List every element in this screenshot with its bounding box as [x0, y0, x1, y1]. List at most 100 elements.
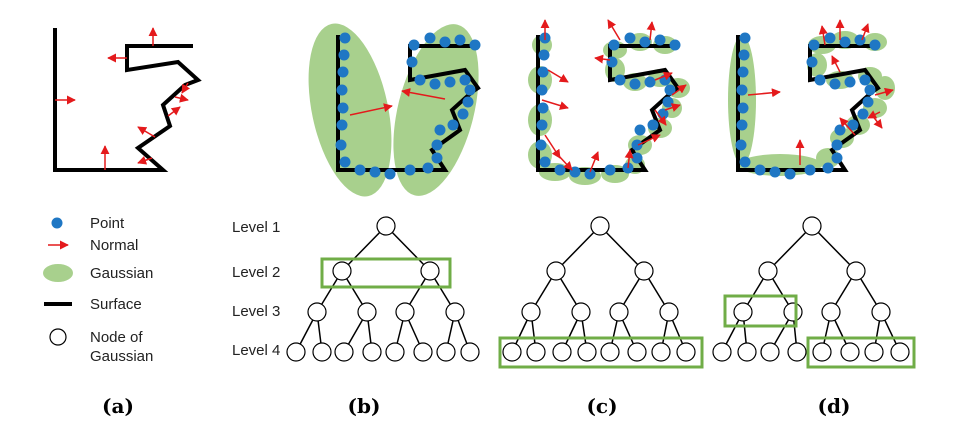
normal-arrows	[55, 27, 191, 170]
point	[464, 84, 476, 96]
tree-node	[577, 342, 597, 362]
surface-line	[536, 35, 681, 172]
point	[804, 164, 816, 176]
tree-node	[334, 342, 354, 362]
normal-arrow	[637, 134, 661, 146]
normal-arrow	[664, 103, 681, 112]
tree-node	[627, 342, 647, 362]
point	[647, 119, 659, 131]
point	[537, 66, 549, 78]
normal-arrow	[624, 149, 634, 169]
tree-node	[376, 216, 396, 236]
point	[337, 102, 349, 114]
point	[535, 139, 547, 151]
tree-node	[737, 342, 757, 362]
tree-node	[590, 216, 610, 236]
point	[429, 78, 441, 90]
tree-node	[460, 342, 480, 362]
tree-node	[312, 342, 332, 362]
level-labels: Level 1 Level 2 Level 3 Level 4	[232, 219, 280, 359]
normal-arrow	[747, 88, 781, 98]
point	[539, 156, 551, 168]
point	[736, 119, 748, 131]
normal-arrow	[544, 134, 561, 159]
gaussian-ellipse	[308, 23, 392, 197]
point	[614, 74, 626, 86]
point	[459, 74, 471, 86]
point	[406, 56, 418, 68]
tree-node	[821, 302, 841, 322]
tree-node	[871, 302, 891, 322]
tree-node	[890, 342, 910, 362]
tree-node	[787, 342, 807, 362]
point	[844, 76, 856, 88]
tree-node	[445, 302, 465, 322]
point	[829, 78, 841, 90]
point	[536, 84, 548, 96]
gaussian-ellipse	[728, 35, 756, 165]
tree-edge	[555, 225, 601, 272]
point	[738, 49, 750, 61]
tree-node	[552, 342, 572, 362]
gaussian-ellipse	[393, 24, 479, 196]
panel-d-gaussians	[728, 19, 895, 180]
point	[457, 108, 469, 120]
point	[608, 39, 620, 51]
tree-node	[385, 342, 405, 362]
tree-node	[846, 261, 866, 281]
normal-arrow	[654, 109, 667, 126]
normal-arrow	[867, 110, 881, 119]
tree-edge	[385, 225, 431, 272]
point	[736, 84, 748, 96]
tree-node	[420, 261, 440, 281]
normal-arrow	[594, 54, 611, 64]
point	[822, 162, 834, 174]
level-2-label: Level 2	[232, 264, 280, 281]
point	[631, 139, 643, 151]
tree-b	[286, 216, 480, 362]
point	[824, 32, 836, 44]
tree-node	[286, 342, 306, 362]
point	[424, 32, 436, 44]
normal-arrow	[646, 21, 656, 41]
legend-point-swatch	[51, 217, 63, 229]
tree-node	[546, 261, 566, 281]
legend-node-label-2: Gaussian	[90, 348, 153, 365]
point	[339, 156, 351, 168]
point	[554, 164, 566, 176]
surface-line	[53, 28, 202, 172]
point	[469, 39, 481, 51]
point	[735, 139, 747, 151]
legend: Point Normal Gaussian Surface Node of Ga…	[43, 215, 153, 365]
point	[859, 74, 871, 86]
legend-gaussian-swatch	[43, 264, 73, 282]
point	[422, 162, 434, 174]
highlight-box	[320, 257, 452, 289]
point	[339, 32, 351, 44]
point	[634, 124, 646, 136]
point	[384, 168, 396, 180]
point	[839, 36, 851, 48]
point	[862, 96, 874, 108]
tree-node	[357, 302, 377, 322]
tree-c	[498, 216, 704, 369]
legend-node-label-1: Node of	[90, 329, 143, 346]
point	[806, 56, 818, 68]
tree-node	[526, 342, 546, 362]
point	[338, 49, 350, 61]
tree-node	[712, 342, 732, 362]
point	[431, 152, 443, 164]
point	[369, 166, 381, 178]
point	[336, 84, 348, 96]
legend-point-label: Point	[90, 215, 125, 232]
panel-b-gaussians	[308, 23, 481, 197]
normal-arrow	[671, 84, 687, 96]
point	[431, 139, 443, 151]
tree-node	[502, 342, 522, 362]
point	[537, 102, 549, 114]
point	[439, 36, 451, 48]
tree-node	[413, 342, 433, 362]
point	[831, 139, 843, 151]
normal-arrow	[401, 88, 446, 100]
